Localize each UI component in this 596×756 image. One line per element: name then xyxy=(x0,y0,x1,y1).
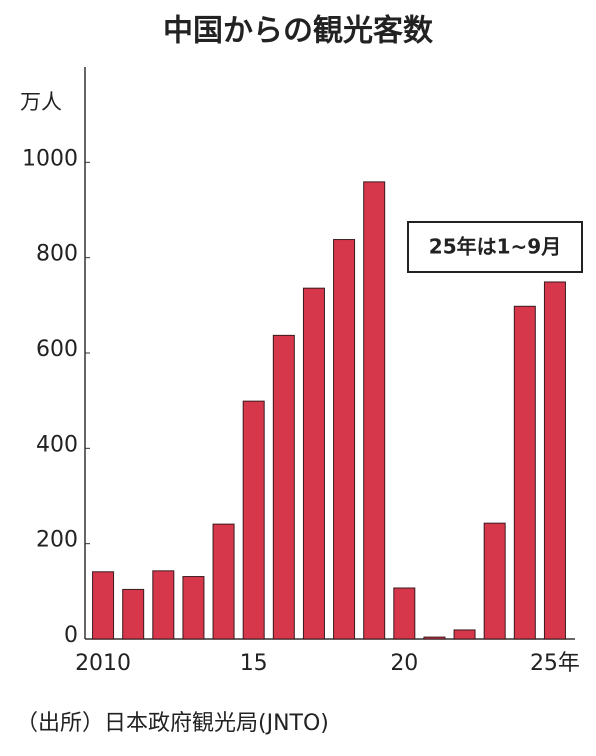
bar xyxy=(182,576,205,640)
annotation: 25年は1~9月 xyxy=(429,235,561,259)
y-tick-label: 400 xyxy=(36,432,78,457)
bar xyxy=(453,629,476,640)
chart-title: 中国からの観光客数 xyxy=(163,14,434,49)
x-tick-label: 25年 xyxy=(530,651,580,676)
bar xyxy=(212,523,235,640)
bar xyxy=(393,587,416,640)
bar xyxy=(302,287,325,640)
y-unit: 万人 xyxy=(20,90,62,114)
bar xyxy=(483,522,506,640)
bar xyxy=(423,636,446,640)
bar xyxy=(122,588,145,640)
x-tick-label: 15 xyxy=(240,651,268,676)
bar xyxy=(333,239,356,640)
bar xyxy=(363,181,386,640)
bar xyxy=(513,305,536,640)
bar xyxy=(152,570,175,640)
y-tick-label: 600 xyxy=(36,337,78,362)
bar xyxy=(272,334,295,640)
y-tick-label: 800 xyxy=(36,242,78,267)
x-tick-label: 20 xyxy=(390,651,418,676)
source: （出所）日本政府観光局(JNTO) xyxy=(16,711,329,736)
y-tick-label: 0 xyxy=(64,623,78,648)
annotation-box xyxy=(407,221,583,273)
bar xyxy=(543,281,566,640)
y-tick-label: 1000 xyxy=(22,146,78,171)
x-tick-label: 2010 xyxy=(75,651,131,676)
bar xyxy=(92,571,115,640)
bar xyxy=(242,400,265,640)
y-tick-label: 200 xyxy=(36,528,78,553)
